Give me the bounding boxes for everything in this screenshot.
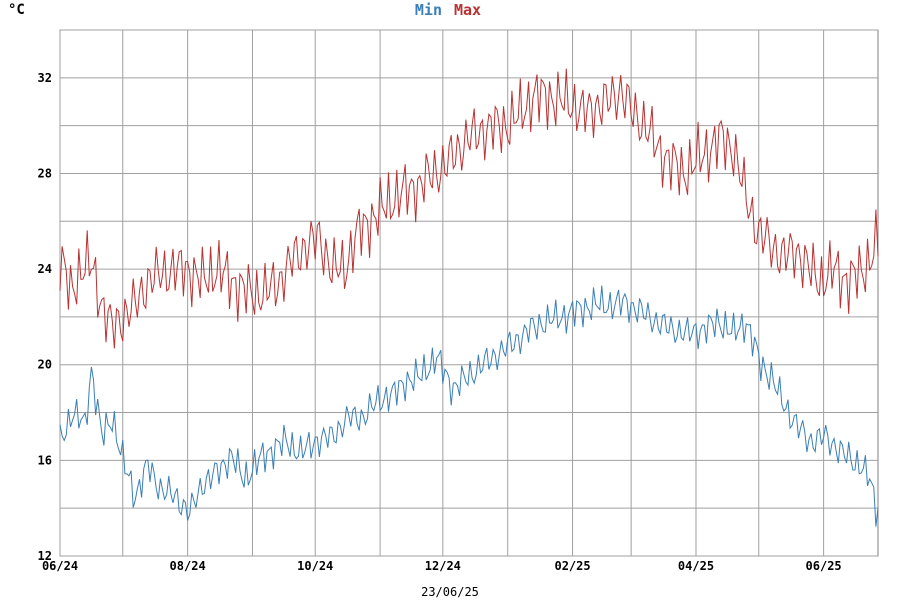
series-line-max xyxy=(59,68,879,349)
y-unit-label: °C xyxy=(8,2,25,18)
x-tick-label: 04/25 xyxy=(678,559,714,573)
x-tick-label: 10/24 xyxy=(297,559,333,573)
x-tick-label: 08/24 xyxy=(170,559,206,573)
chart-legend: Min Max xyxy=(415,1,481,19)
plot-frame xyxy=(59,29,879,557)
legend-max: Max xyxy=(454,1,481,19)
y-tick-label: 20 xyxy=(38,358,52,372)
x-tick-label: 02/25 xyxy=(554,559,590,573)
y-tick-label: 24 xyxy=(38,262,52,276)
legend-min: Min xyxy=(415,1,442,19)
x-tick-label: 06/25 xyxy=(806,559,842,573)
y-tick-label: 32 xyxy=(38,71,52,85)
series-line-min xyxy=(59,285,879,527)
x-axis-ticks: 06/24 08/24 10/24 12/24 02/25 04/25 06/25 xyxy=(42,559,842,573)
chart-grid xyxy=(59,29,879,557)
x-tick-label: 12/24 xyxy=(425,559,461,573)
series-lines xyxy=(59,68,879,527)
x-tick-label: 06/24 xyxy=(42,559,78,573)
y-tick-label: 28 xyxy=(38,166,52,180)
y-axis-ticks: 12 16 20 24 28 32 xyxy=(38,71,52,563)
footer-date: 23/06/25 xyxy=(421,585,479,599)
y-tick-label: 12 xyxy=(38,549,52,563)
y-tick-label: 16 xyxy=(38,453,52,467)
